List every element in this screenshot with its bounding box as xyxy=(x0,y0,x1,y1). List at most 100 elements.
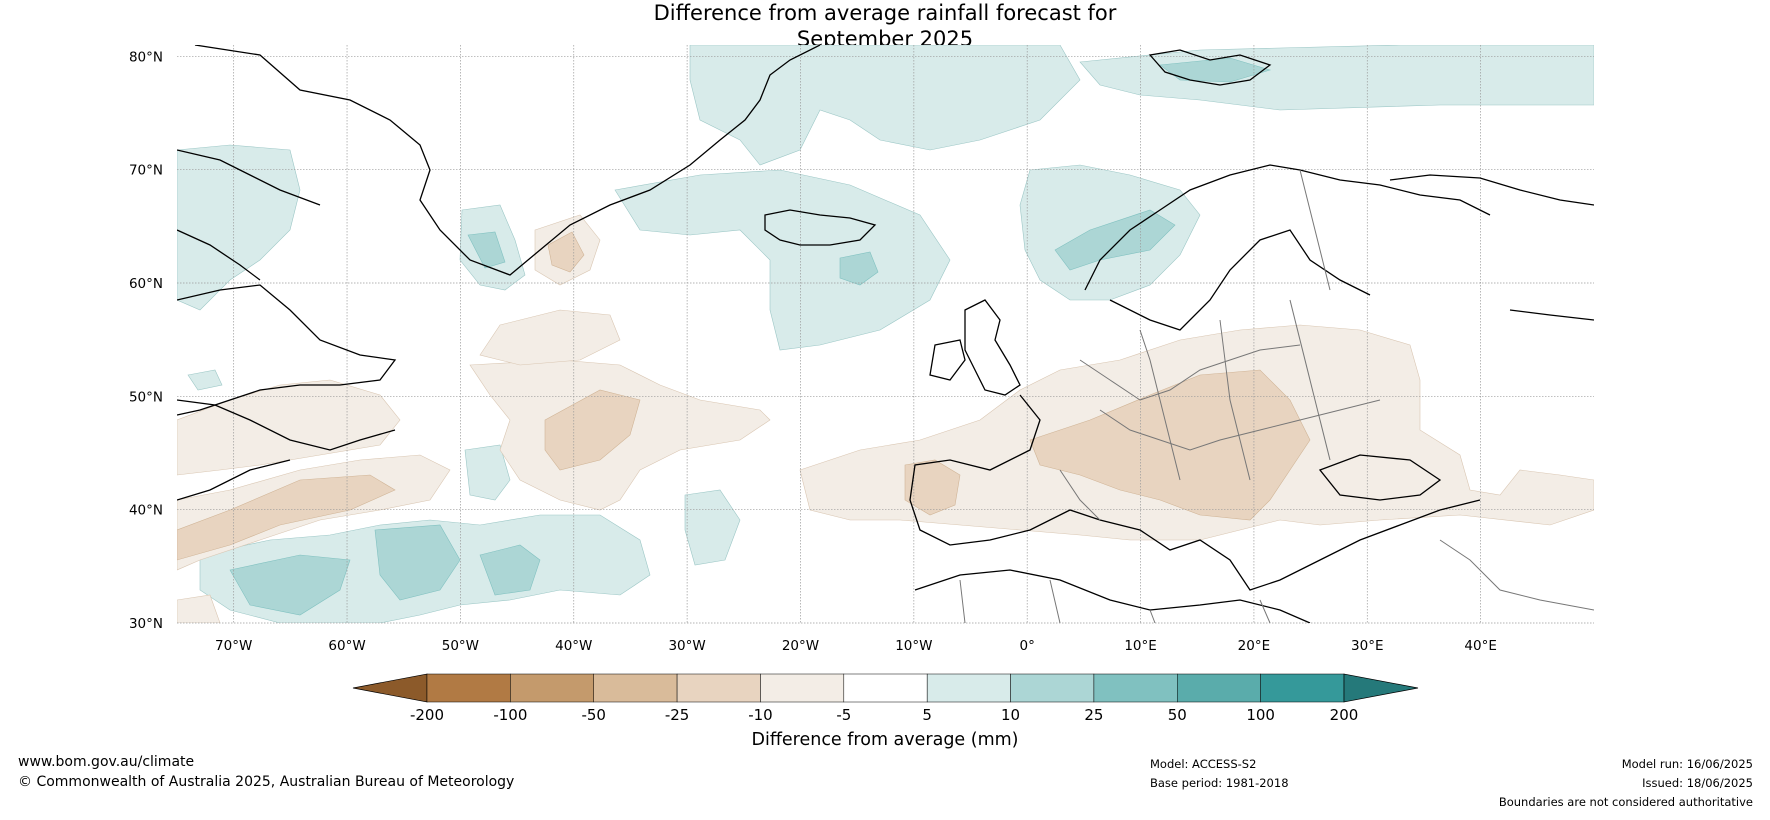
anomaly-azores-spot xyxy=(684,489,741,566)
latitude-label: 30°N xyxy=(129,616,163,632)
colorbar-tick-label: 10 xyxy=(1001,706,1020,724)
black-sea-coast xyxy=(1318,454,1442,501)
longitude-label: 30°E xyxy=(1351,638,1383,654)
footer-model: Model: ACCESS-S2 xyxy=(1150,757,1257,771)
title-line-1: Difference from average rainfall forecas… xyxy=(653,1,1117,25)
border-line xyxy=(959,579,1271,623)
longitude-label: 40°E xyxy=(1464,638,1496,654)
border-line xyxy=(1289,299,1331,461)
colorbar-label: Difference from average (mm) xyxy=(751,730,1018,750)
colorbar-segment xyxy=(1093,673,1178,703)
anomaly-southwest-dry xyxy=(177,594,221,623)
longitude-label: 0° xyxy=(1020,638,1035,654)
colorbar-tick-label: -200 xyxy=(410,706,444,724)
north-america-east-coast xyxy=(177,399,396,501)
border-line xyxy=(1439,539,1594,611)
colorbar-tick-label: 5 xyxy=(922,706,932,724)
colorbar-segment xyxy=(843,673,928,703)
coastlines xyxy=(177,45,1594,623)
colorbar-tick-label: -50 xyxy=(581,706,606,724)
colorbar-tick-label: -10 xyxy=(748,706,773,724)
greenland-coast xyxy=(194,45,821,276)
colorbar-extend-low xyxy=(352,673,428,703)
latitude-label: 70°N xyxy=(129,163,163,179)
footer-disclaimer: Boundaries are not considered authoritat… xyxy=(1498,795,1753,809)
latitude-labels: 80°N 70°N 60°N 50°N 40°N 30°N xyxy=(129,49,163,632)
colorbar-segment xyxy=(593,673,678,703)
anomaly-greenland-dry-core xyxy=(547,231,585,273)
europe-west-coast xyxy=(909,394,1481,591)
colorbar: -200 -100 -50 -25 -10 -5 5 10 25 50 100 200 xyxy=(352,673,1419,724)
latitude-label: 80°N xyxy=(129,49,163,65)
footer-base-period: Base period: 1981-2018 xyxy=(1150,776,1289,790)
colorbar-segment xyxy=(1260,673,1345,703)
longitude-label: 10°W xyxy=(895,638,932,654)
colorbar-extend-high xyxy=(1343,673,1419,703)
colorbar-tick-label: -100 xyxy=(493,706,527,724)
colorbar-segment xyxy=(760,673,845,703)
border-line xyxy=(1139,329,1181,481)
colorbar-segment xyxy=(426,673,511,703)
anomaly-norway-core xyxy=(1054,209,1176,271)
anomaly-europe-dry-core xyxy=(1029,369,1311,521)
anomaly-subtropical-core-1 xyxy=(229,554,351,616)
anomaly-subtropical-core-3 xyxy=(479,544,541,596)
arctic-russia-coast xyxy=(1389,174,1594,321)
longitude-labels: 70°W 60°W 50°W 40°W 30°W 20°W 10°W 0° 10°E 20°E 30… xyxy=(215,638,1497,654)
longitude-label: 50°W xyxy=(442,638,479,654)
colorbar-segment xyxy=(1010,673,1095,703)
anomaly-newfoundland-dry xyxy=(177,379,401,476)
graticule xyxy=(177,45,1594,624)
anomaly-iberia-core xyxy=(904,459,961,516)
anomaly-denmark-strait-core xyxy=(467,231,506,269)
anomaly-north-atlantic-dry xyxy=(479,309,621,366)
footer-model-run: Model run: 16/06/2025 xyxy=(1621,757,1753,771)
longitude-label: 70°W xyxy=(215,638,252,654)
anomaly-baffin xyxy=(177,144,301,311)
footer-issued: Issued: 18/06/2025 xyxy=(1642,776,1753,790)
rainfall-anomaly-layer xyxy=(177,45,1594,623)
longitude-label: 40°W xyxy=(555,638,592,654)
svalbard-coast xyxy=(1148,49,1272,86)
colorbar-tick-label: -5 xyxy=(836,706,851,724)
footer-website[interactable]: www.bom.gov.au/climate xyxy=(18,754,195,770)
baffin-coast xyxy=(177,149,321,281)
anomaly-north-atlantic-arctic xyxy=(689,45,1081,166)
anomaly-iceland xyxy=(614,169,951,351)
latitude-label: 40°N xyxy=(129,503,163,519)
iceland-coast xyxy=(764,209,877,246)
border-line xyxy=(1099,399,1381,451)
longitude-label: 60°W xyxy=(328,638,365,654)
labrador-coast xyxy=(177,284,397,416)
colorbar-tick-label: 25 xyxy=(1084,706,1103,724)
latitude-label: 50°N xyxy=(129,389,163,405)
border-line xyxy=(1299,169,1331,291)
longitude-label: 10°E xyxy=(1124,638,1156,654)
colorbar-segment xyxy=(510,673,594,703)
mediterranean-south xyxy=(914,569,1311,623)
map-title: Difference from average rainfall forecas… xyxy=(0,0,1770,52)
anomaly-subtropical-core-2 xyxy=(374,524,461,601)
anomaly-west-atlantic-dry-core xyxy=(177,474,396,561)
longitude-label: 20°W xyxy=(782,638,819,654)
anomaly-mid-atlantic-dry-core xyxy=(544,389,641,471)
longitude-label: 30°W xyxy=(668,638,705,654)
colorbar-tick-label: 200 xyxy=(1330,706,1359,724)
colorbar-segment xyxy=(1177,673,1261,703)
longitude-label: 20°E xyxy=(1238,638,1270,654)
border-line xyxy=(1079,344,1301,401)
latitude-label: 60°N xyxy=(129,276,163,292)
country-borders xyxy=(959,169,1594,623)
colorbar-tick-label: -25 xyxy=(665,706,690,724)
colorbar-tick-label: 100 xyxy=(1246,706,1275,724)
border-line xyxy=(1219,319,1251,481)
footer-copyright: © Commonwealth of Australia 2025, Austra… xyxy=(18,774,515,790)
anomaly-labrador-small xyxy=(187,369,223,391)
anomaly-iceland-core xyxy=(839,251,879,286)
colorbar-tick-label: 50 xyxy=(1168,706,1187,724)
colorbar-segment xyxy=(926,673,1011,703)
british-isles-coast xyxy=(929,299,1021,396)
colorbar-segment xyxy=(676,673,761,703)
